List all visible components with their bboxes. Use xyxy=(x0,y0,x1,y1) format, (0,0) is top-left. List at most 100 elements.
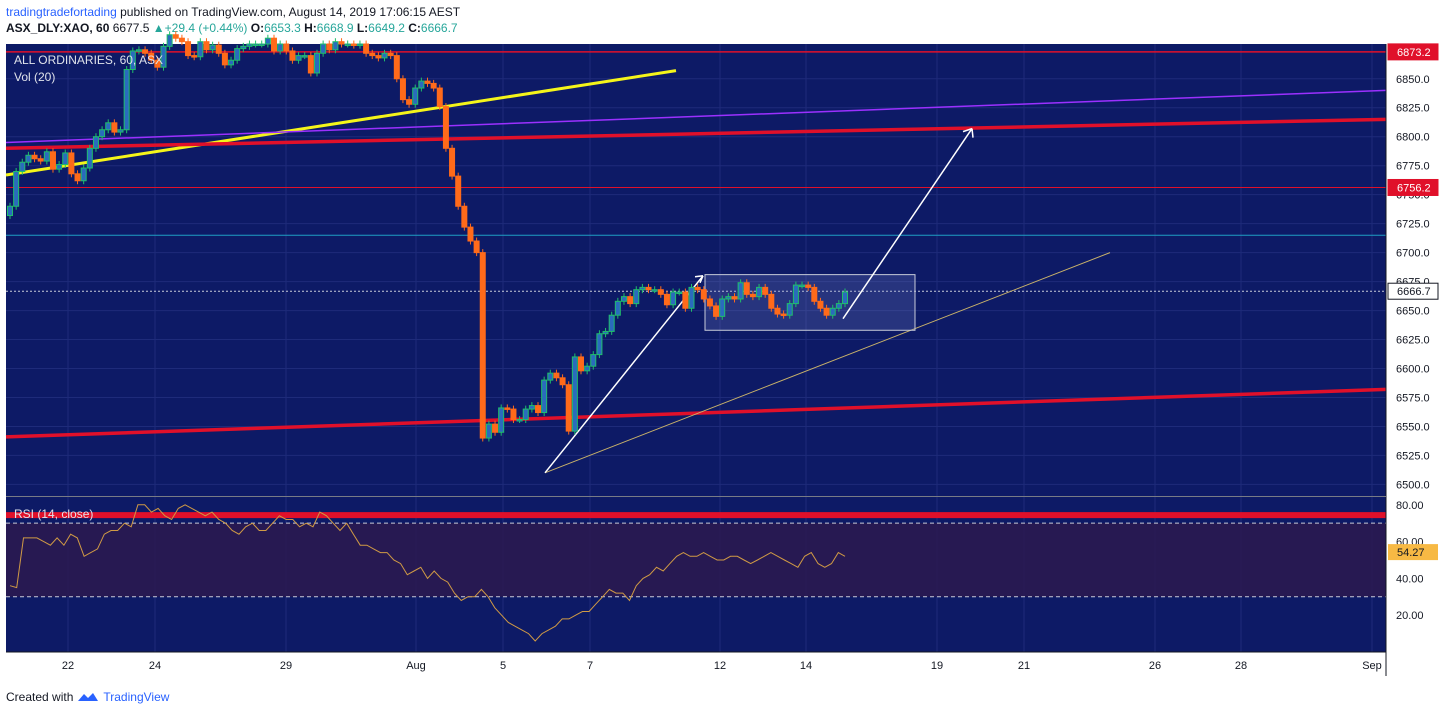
candle-body xyxy=(418,80,425,89)
price-tick-label: 6700.0 xyxy=(1396,248,1430,260)
candle-body xyxy=(246,43,253,47)
candle-body xyxy=(49,151,56,170)
candle-body xyxy=(191,55,198,58)
candle-body xyxy=(74,173,81,182)
candle-body xyxy=(148,52,155,61)
price-tick-label: 6625.0 xyxy=(1396,335,1430,347)
candle-body xyxy=(633,289,640,305)
candle-body xyxy=(178,37,185,43)
candle-body xyxy=(559,377,566,386)
candle-body xyxy=(37,158,44,162)
candle-body xyxy=(393,55,400,80)
author-link[interactable]: tradingtradefortading xyxy=(6,5,117,19)
candle-body xyxy=(123,68,130,131)
candle-body xyxy=(271,37,278,52)
open-value: 6653.3 xyxy=(264,21,301,35)
candle-body xyxy=(657,289,664,295)
candle-body xyxy=(498,407,505,433)
candle-body xyxy=(682,291,689,309)
candle-body xyxy=(135,49,142,52)
ohlc-line: ASX_DLY:XAO, 60 6677.5 ▲+29.4 (+0.44%) O… xyxy=(6,20,460,36)
consolidation-box xyxy=(704,274,916,331)
candle-body xyxy=(737,282,744,300)
x-tick-label: 29 xyxy=(280,660,292,672)
candle-body xyxy=(645,286,652,291)
candle-body xyxy=(320,43,327,54)
candle-body xyxy=(62,152,69,166)
candle-body xyxy=(541,379,548,414)
price-tick-label: 6525.0 xyxy=(1396,450,1430,462)
candle-body xyxy=(608,314,615,332)
rsi-red-band xyxy=(6,512,1386,519)
price-label-box xyxy=(1387,178,1439,196)
candle-body xyxy=(406,99,413,105)
candle-body xyxy=(412,87,419,105)
candle-body xyxy=(105,122,112,131)
price-tick-label: 6575.0 xyxy=(1396,392,1430,404)
last-price: 6677.5 xyxy=(112,21,150,35)
candle-body xyxy=(700,289,707,300)
x-tick-label: Aug xyxy=(406,660,426,672)
candle-body xyxy=(375,55,382,59)
volume-legend[interactable]: Vol (20) xyxy=(14,70,55,84)
x-tick-label: 22 xyxy=(62,660,74,672)
red-channel-lower xyxy=(5,387,1387,439)
candle-body xyxy=(344,43,351,46)
candle-body xyxy=(535,405,542,414)
candle-body xyxy=(449,147,456,177)
purple-trendline xyxy=(5,89,1387,144)
price-tick-label: 6850.0 xyxy=(1396,74,1430,86)
candle-body xyxy=(338,41,345,45)
price-label-text: 6873.2 xyxy=(1397,47,1431,59)
tradingview-brand[interactable]: TradingView xyxy=(103,690,170,704)
candle-body xyxy=(602,330,609,335)
price-label-text: 6666.7 xyxy=(1397,286,1431,298)
symbol-legend[interactable]: ALL ORDINARIES, 60, ASX xyxy=(14,53,163,67)
candle-body xyxy=(743,282,750,295)
candle-body xyxy=(467,226,474,242)
price-panel[interactable] xyxy=(6,44,1386,496)
rsi-legend[interactable]: RSI (14, close) xyxy=(14,507,93,521)
candle-body xyxy=(504,407,511,410)
candle-body xyxy=(19,161,26,172)
x-tick-label: Sep xyxy=(1362,660,1382,672)
chart-header: tradingtradefortading published on Tradi… xyxy=(6,4,460,36)
candle-body xyxy=(56,164,63,170)
x-tick-label: 26 xyxy=(1149,660,1161,672)
candle-body xyxy=(399,78,406,101)
projection-arrow xyxy=(842,128,973,320)
price-tick-label: 6800.0 xyxy=(1396,132,1430,144)
candle-body xyxy=(185,41,192,57)
candle-body xyxy=(307,55,314,74)
candle-body xyxy=(363,43,370,54)
candle-body xyxy=(756,286,763,298)
candle-body xyxy=(792,284,799,305)
candle-body xyxy=(590,354,597,367)
candle-body xyxy=(142,49,149,54)
candle-body xyxy=(350,43,357,46)
yellow-trendline xyxy=(5,69,677,177)
rsi-line xyxy=(9,504,846,642)
candle-body xyxy=(160,45,167,68)
rsi-value-box xyxy=(1388,544,1438,561)
candle-body xyxy=(663,293,670,306)
candle-body xyxy=(332,41,339,51)
candle-body xyxy=(313,52,320,74)
candle-body xyxy=(172,34,179,39)
created-with-label: Created with xyxy=(6,690,74,704)
candle-body xyxy=(719,298,726,317)
candle-body xyxy=(565,384,572,432)
candle-body xyxy=(670,291,677,306)
x-tick-label: 5 xyxy=(500,660,506,672)
candle-body xyxy=(154,59,161,68)
candle-body xyxy=(749,293,756,298)
candle-body xyxy=(356,43,363,46)
candle-body xyxy=(774,307,781,315)
candle-body xyxy=(203,41,210,51)
publish-info: published on TradingView.com, August 14,… xyxy=(120,5,461,19)
candle-body xyxy=(768,293,775,309)
candle-body xyxy=(553,372,560,379)
candle-body xyxy=(7,205,13,217)
close-value: 6666.7 xyxy=(420,21,458,35)
